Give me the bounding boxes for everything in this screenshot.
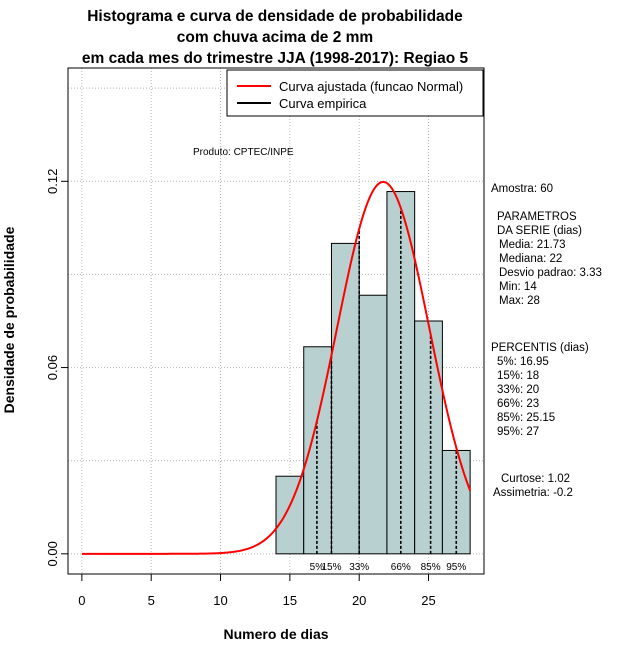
percentile-label-85: 85%: [421, 562, 441, 573]
stat-p15: 15%: 18: [497, 370, 540, 382]
histogram-bar-3: [330, 242, 360, 555]
stat-kurtosis: Curtose: 1.02: [501, 473, 571, 485]
x-tick-label-25: 25: [421, 593, 435, 608]
percentile-label-5: 5%: [310, 562, 325, 573]
stat-p95: 95%: 27: [497, 426, 540, 438]
chart-title: Histograma e curva de densidade de proba…: [40, 6, 510, 69]
legend-box: [226, 69, 484, 117]
stat-p66: 66%: 23: [497, 398, 540, 410]
x-tick-label-10: 10: [213, 593, 227, 608]
stat-p85: 85%: 25.15: [497, 412, 556, 424]
x-tick-label-0: 0: [78, 593, 85, 608]
sample-size: Amostra: 60: [491, 183, 553, 195]
stat-median: Mediana: 22: [499, 253, 563, 265]
histogram-bar-6: [414, 320, 443, 555]
percentis-header: PERCENTIS (dias): [491, 342, 589, 354]
x-axis-label: Numero de dias: [223, 626, 328, 642]
legend: Curva ajustada (funcao Normal) Curva emp…: [226, 69, 484, 117]
stat-skewness: Assimetria: -0.2: [493, 487, 573, 499]
title-line-1: Histograma e curva de densidade de proba…: [87, 8, 463, 25]
histogram-bars: [275, 191, 471, 555]
stat-sd: Desvio padrao: 3.33: [499, 267, 602, 279]
legend-empirical-label: Curva empirica: [279, 96, 367, 111]
params-header-2: DA SERIE (dias): [497, 225, 582, 237]
y-tick-label-1: 0.06: [45, 355, 60, 380]
stat-p5: 5%: 16.95: [497, 356, 549, 368]
params-header-1: PARAMETROS: [497, 211, 577, 223]
stat-p33: 33%: 20: [497, 384, 540, 396]
x-tick-label-20: 20: [352, 593, 366, 608]
stat-max: Max: 28: [499, 295, 540, 307]
percentile-label-33: 33%: [349, 562, 369, 573]
fitted-normal-curve: [81, 180, 472, 555]
credit-text: Produto: CPTEC/INPE: [193, 147, 294, 158]
percentile-label-66: 66%: [391, 562, 411, 573]
title-line-3: em cada mes do trimestre JJA (1998-2017)…: [81, 50, 469, 67]
y-tick-label-0: 0.00: [45, 541, 60, 566]
stat-min: Min: 14: [499, 281, 537, 293]
x-tick-label-5: 5: [148, 593, 155, 608]
stat-mean: Media: 21.73: [499, 239, 566, 251]
histogram-bar-1: [275, 475, 305, 555]
x-tick-label-15: 15: [283, 593, 297, 608]
histogram-bar-4: [358, 294, 388, 555]
axes: 0 5 10 15 20 25 0.00 0.06 0.12: [45, 169, 436, 608]
percentile-label-95: 95%: [446, 562, 466, 573]
percentile-lines: 5%15% 33% 66% 85% 95%: [310, 208, 466, 573]
percentile-label-15: 15%: [321, 562, 341, 573]
title-line-2: com chuva acima de 2 mm: [176, 29, 374, 46]
legend-fitted-label: Curva ajustada (funcao Normal): [279, 79, 463, 94]
y-axis-label: Densidade de probabilidade: [1, 226, 17, 413]
y-tick-label-2: 0.12: [45, 169, 60, 194]
